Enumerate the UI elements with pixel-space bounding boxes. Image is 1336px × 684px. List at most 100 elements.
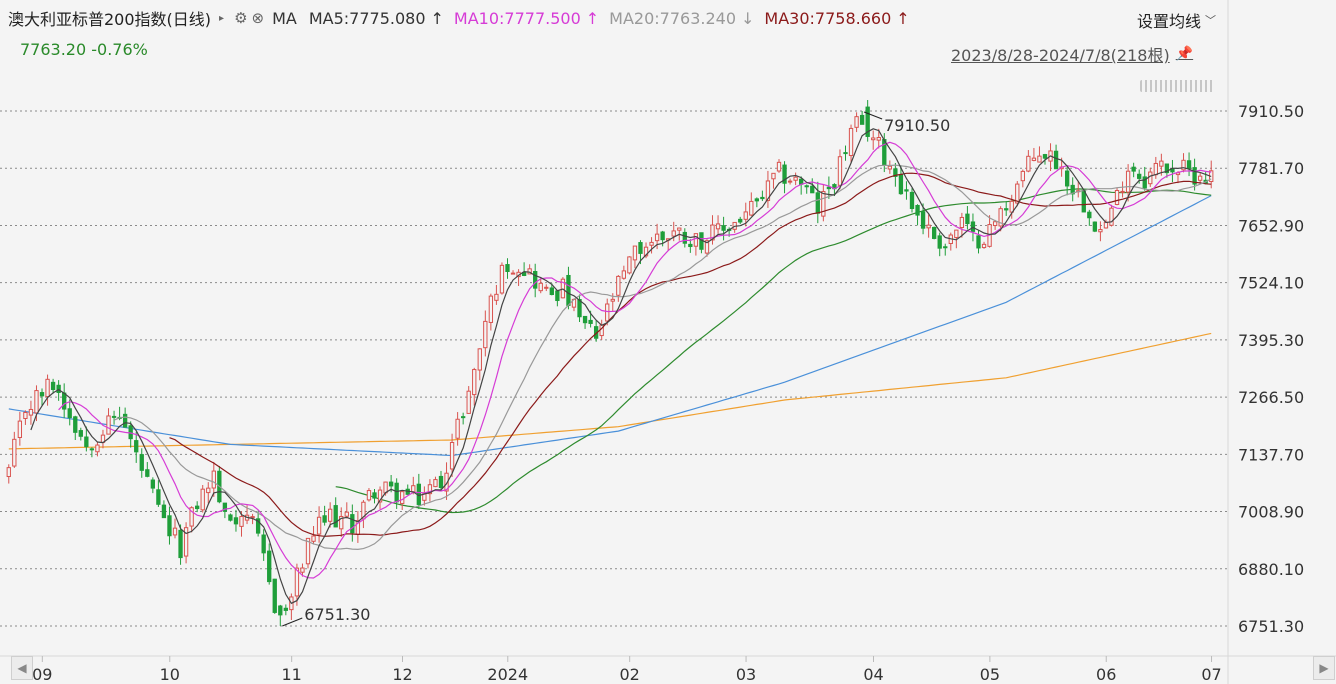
candle-body xyxy=(1020,170,1025,182)
candle-body xyxy=(710,224,715,241)
zoom-handle[interactable] xyxy=(1140,80,1214,92)
scroll-right-button[interactable]: ▶ xyxy=(1313,656,1335,680)
price-change: 7763.20 -0.76% xyxy=(20,40,148,59)
candle-body xyxy=(621,270,627,279)
scroll-left-button[interactable]: ◀ xyxy=(11,656,33,680)
candle-body xyxy=(821,191,826,217)
candle-body xyxy=(909,191,915,209)
ma-trend-arrow-2: ↓ xyxy=(741,8,755,28)
ma-label: MA xyxy=(272,8,297,28)
candle-body xyxy=(1186,160,1192,169)
x-tick-label: 11 xyxy=(281,665,301,684)
candle-body xyxy=(111,415,117,418)
close-circle-icon[interactable]: ⊗ xyxy=(251,9,265,27)
candle-body xyxy=(56,384,61,393)
candle-body xyxy=(189,507,194,527)
candle-body xyxy=(1004,208,1009,211)
x-tick-label: 05 xyxy=(980,665,1000,684)
candle-body xyxy=(1192,167,1197,185)
candle-body xyxy=(1142,176,1147,189)
ma-settings-label: 设置均线 xyxy=(1136,12,1201,31)
ma-settings-button[interactable]: 设置均线 ﹀ xyxy=(1137,8,1216,32)
candle-body xyxy=(887,165,892,170)
gear-icon[interactable]: ⚙ xyxy=(234,9,248,27)
candle-body xyxy=(654,233,660,242)
candle-body xyxy=(372,492,377,499)
candle-body xyxy=(555,290,560,302)
candle-body xyxy=(433,479,438,488)
candle-body xyxy=(499,264,505,294)
date-range[interactable]: 2023/8/28-2024/7/8(218根) 📌 xyxy=(951,42,1193,66)
candle-body xyxy=(1131,166,1136,172)
candle-body xyxy=(39,392,45,397)
candle-body xyxy=(411,485,416,493)
x-tick-label: 06 xyxy=(1096,665,1116,684)
candle-body xyxy=(1053,150,1059,170)
ma20-line xyxy=(113,164,1212,551)
candle-body xyxy=(333,505,338,528)
candle-body xyxy=(128,425,133,440)
candle-body xyxy=(876,137,881,141)
title-dropdown-icon[interactable]: ▸ xyxy=(219,12,225,24)
candle-body xyxy=(183,527,189,557)
candle-body xyxy=(521,271,527,276)
ma30-line xyxy=(169,172,1212,537)
candle-body xyxy=(50,381,56,390)
candle-body xyxy=(1120,190,1125,193)
candle-body xyxy=(843,152,848,155)
candle-body xyxy=(460,416,466,419)
candle-body xyxy=(73,416,78,433)
x-tick-label: 04 xyxy=(863,665,883,684)
y-tick-label: 7652.90 xyxy=(1238,216,1304,235)
candle-body xyxy=(1092,221,1098,232)
candle-body xyxy=(854,116,859,128)
candle-body xyxy=(749,200,754,216)
candle-body xyxy=(760,196,765,200)
candle-body xyxy=(743,211,748,220)
candle-body xyxy=(322,515,327,523)
candle-body xyxy=(893,168,898,177)
candle-body xyxy=(582,315,588,324)
candle-body xyxy=(992,221,998,227)
candle-body xyxy=(1114,189,1120,205)
candle-body xyxy=(339,515,344,530)
candle-body xyxy=(483,320,488,349)
candle-body xyxy=(510,272,516,275)
candle-body xyxy=(915,204,920,216)
candle-body xyxy=(926,224,931,229)
candle-body xyxy=(704,240,710,254)
candle-body xyxy=(195,505,200,510)
candle-body xyxy=(904,189,909,192)
candle-body xyxy=(388,481,394,487)
candle-body xyxy=(366,490,372,501)
candle-body xyxy=(34,390,39,414)
candle-body xyxy=(239,516,244,527)
candle-body xyxy=(998,208,1003,227)
candle-body xyxy=(810,185,815,194)
candle-body xyxy=(6,467,11,478)
candle-body xyxy=(965,213,970,225)
candle-body xyxy=(627,256,632,274)
ma-trend-arrow-1: ↑ xyxy=(585,8,600,28)
candle-body xyxy=(815,192,820,214)
ma-trend-arrow-0: ↑ xyxy=(430,8,444,28)
candle-body xyxy=(1109,207,1114,226)
candle-body xyxy=(167,515,172,537)
candle-body xyxy=(300,567,305,573)
candle-body xyxy=(67,408,72,419)
candle-body xyxy=(682,231,687,244)
candle-body xyxy=(267,550,272,583)
y-tick-label: 6751.30 xyxy=(1238,617,1304,636)
pin-icon[interactable]: 📌 xyxy=(1175,46,1194,62)
y-tick-label: 7524.10 xyxy=(1238,274,1304,293)
candle-body xyxy=(970,221,976,232)
candle-body xyxy=(771,172,776,180)
candle-body xyxy=(444,472,449,492)
candle-body xyxy=(494,293,499,301)
candle-body xyxy=(577,299,582,318)
candle-body xyxy=(106,415,111,435)
ma5-line xyxy=(30,128,1212,605)
candle-body xyxy=(1153,162,1158,176)
